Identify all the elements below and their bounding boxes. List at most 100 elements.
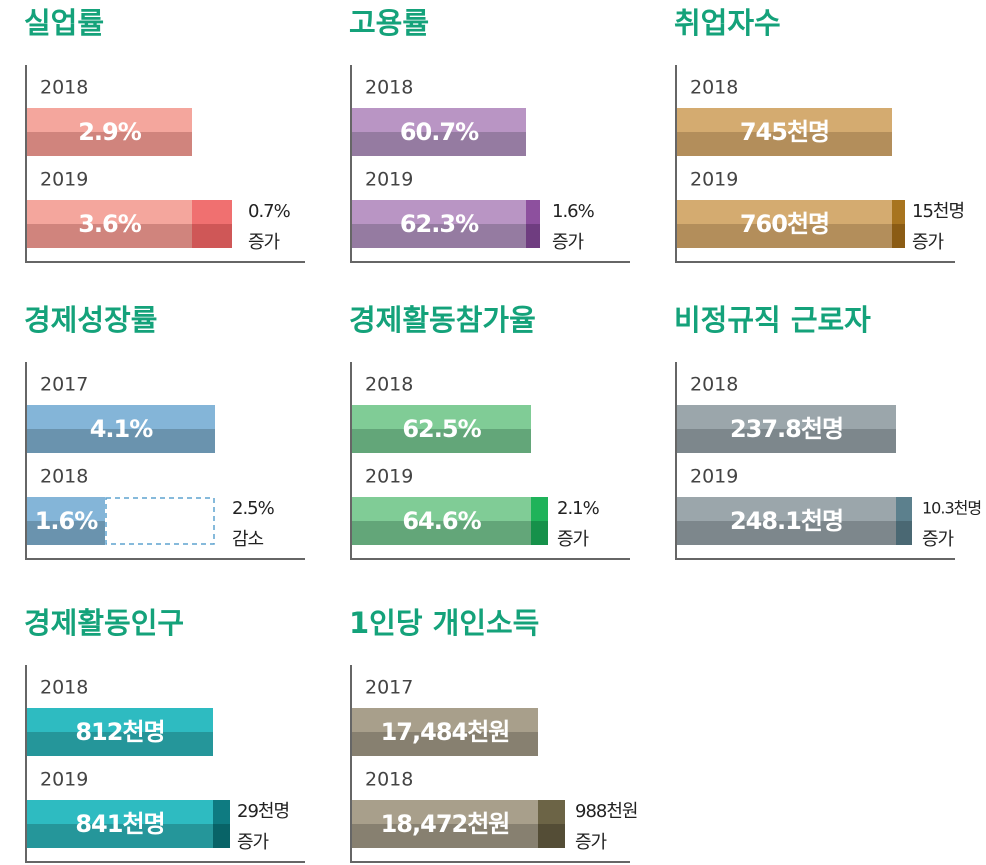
- value-label: 62.3%: [400, 210, 479, 238]
- panel-title: 취업자수: [674, 6, 781, 40]
- bar-bottom: [352, 132, 526, 156]
- year-label: 2018: [690, 77, 738, 99]
- bar-bottom: [352, 224, 526, 248]
- bar-top: [352, 108, 526, 132]
- value-label: 248.1천명: [730, 507, 843, 535]
- panel-title: 경제성장률: [24, 303, 157, 337]
- year-label: 2019: [40, 169, 88, 191]
- change-word: 증가: [557, 529, 589, 550]
- year-label: 2019: [365, 466, 413, 488]
- value-label: 64.6%: [402, 507, 481, 535]
- bar-top: [538, 800, 565, 824]
- year-label: 2017: [40, 374, 88, 396]
- year-label: 2019: [690, 466, 738, 488]
- change-word: 증가: [575, 832, 607, 853]
- bar-top: [213, 800, 230, 824]
- bar-top: [352, 405, 531, 429]
- panel-title: 고용률: [349, 6, 429, 40]
- bar-top: [677, 200, 892, 224]
- change-amount: 2.1%: [557, 498, 600, 519]
- change-amount: 988천원: [575, 801, 637, 822]
- bar-bottom: [531, 521, 548, 545]
- year-label: 2019: [690, 169, 738, 191]
- bar-top: [677, 497, 896, 521]
- bar-bottom: [896, 521, 912, 545]
- bar-top: [27, 405, 215, 429]
- bar-bottom: [352, 824, 538, 848]
- bar-bottom: [352, 429, 531, 453]
- change-word: 증가: [912, 232, 944, 253]
- bar-top: [352, 200, 526, 224]
- change-amount: 0.7%: [248, 201, 291, 222]
- bar-bottom: [27, 224, 192, 248]
- value-label: 18,472천원: [381, 810, 510, 838]
- bar-bottom: [352, 732, 538, 756]
- bar-top: [27, 497, 105, 521]
- bar-top: [677, 405, 896, 429]
- value-label: 17,484천원: [381, 718, 510, 746]
- year-label: 2018: [40, 77, 88, 99]
- year-label: 2018: [40, 677, 88, 699]
- bar-top: [526, 200, 540, 224]
- bar-bottom: [526, 224, 540, 248]
- panel-title: 1인당 개인소득: [349, 606, 539, 640]
- bar-top: [531, 497, 548, 521]
- bar-top: [352, 497, 531, 521]
- bar-top: [896, 497, 912, 521]
- year-label: 2019: [365, 169, 413, 191]
- bar-bottom: [892, 224, 905, 248]
- year-label: 2018: [365, 77, 413, 99]
- change-word: 증가: [922, 529, 954, 550]
- panel-title: 비정규직 근로자: [674, 303, 871, 337]
- bar-bottom: [27, 521, 105, 545]
- value-label: 3.6%: [78, 210, 142, 238]
- bar-bottom: [213, 824, 230, 848]
- value-label: 1.6%: [35, 507, 99, 535]
- bar-bottom: [538, 824, 565, 848]
- change-amount: 1.6%: [552, 201, 595, 222]
- bar-top: [892, 200, 905, 224]
- value-label: 237.8천명: [730, 415, 843, 443]
- bar-top: [192, 200, 232, 224]
- bar-top: [27, 708, 213, 732]
- year-label: 2019: [40, 769, 88, 791]
- bar-bottom: [352, 521, 531, 545]
- bar-top: [677, 108, 892, 132]
- value-label: 760천명: [740, 210, 829, 238]
- change-box: [105, 497, 215, 545]
- value-label: 4.1%: [90, 415, 154, 443]
- change-word: 증가: [552, 232, 584, 253]
- year-label: 2018: [690, 374, 738, 396]
- bar-bottom: [27, 429, 215, 453]
- bar-top: [352, 708, 538, 732]
- value-label: 745천명: [740, 118, 829, 146]
- value-label: 60.7%: [400, 118, 479, 146]
- panel-title: 경제활동참가율: [349, 303, 536, 337]
- change-amount: 2.5%: [232, 498, 275, 519]
- change-word: 증가: [248, 232, 280, 253]
- year-label: 2018: [365, 374, 413, 396]
- bar-top: [27, 200, 192, 224]
- bar-bottom: [677, 429, 896, 453]
- bar-bottom: [27, 732, 213, 756]
- change-amount: 10.3천명: [922, 499, 981, 518]
- bar-top: [352, 800, 538, 824]
- bar-bottom: [677, 132, 892, 156]
- year-label: 2018: [40, 466, 88, 488]
- value-label: 841천명: [75, 810, 164, 838]
- value-label: 812천명: [75, 718, 164, 746]
- bar-top: [27, 108, 192, 132]
- change-word: 증가: [237, 832, 269, 853]
- change-word: 감소: [232, 529, 264, 550]
- bar-top: [27, 800, 213, 824]
- year-label: 2018: [365, 769, 413, 791]
- bar-bottom: [677, 224, 892, 248]
- bar-bottom: [27, 132, 192, 156]
- panel-title: 경제활동인구: [24, 606, 184, 640]
- year-label: 2017: [365, 677, 413, 699]
- change-amount: 29천명: [237, 801, 289, 822]
- bar-bottom: [677, 521, 896, 545]
- value-label: 62.5%: [402, 415, 481, 443]
- panel-title: 실업률: [24, 6, 104, 40]
